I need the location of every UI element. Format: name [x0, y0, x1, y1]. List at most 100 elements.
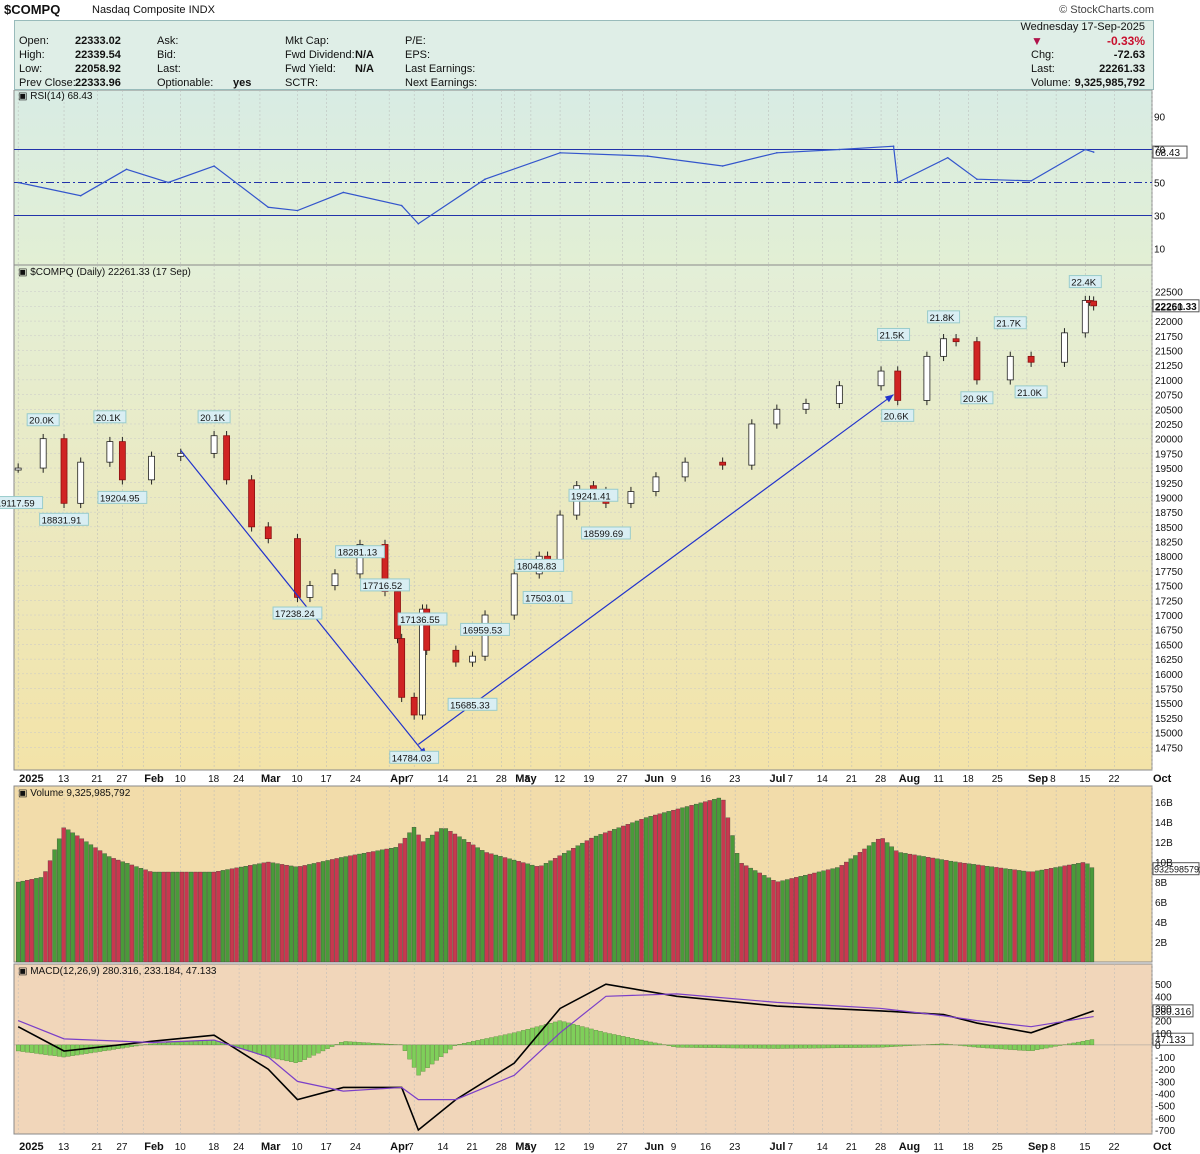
price-annotation-label: 20.1K [96, 413, 121, 424]
sctr-label: SCTR: [285, 77, 318, 89]
volume-bar [1057, 866, 1063, 963]
macd-histogram-bar [734, 1044, 740, 1049]
last-earnings-label: Last Earnings: [405, 63, 476, 75]
rsi-tick-label: 10 [1154, 245, 1166, 256]
bid-label: Bid: [157, 49, 176, 61]
macd-histogram-bar [1048, 1044, 1054, 1048]
volume-bar [989, 866, 995, 963]
candle-body [60, 438, 68, 504]
trendline-arrowhead [884, 394, 894, 403]
price-tick-label: 18500 [1155, 523, 1183, 534]
candle-body [423, 608, 431, 651]
volume-bar [1076, 863, 1081, 963]
volume-bar [598, 834, 603, 963]
macd-tick-label: 400 [1155, 992, 1172, 1003]
volume-bar [921, 856, 926, 963]
macd-histogram-bar [170, 1042, 176, 1046]
macd-histogram-bar [1057, 1044, 1063, 1046]
price-annotation-label: 19117.59 [0, 499, 35, 510]
x-axis-tick-label: 16 [700, 774, 712, 785]
volume-bar [248, 865, 253, 963]
price-tick-label: 22000 [1155, 317, 1183, 328]
price-annotation-label: 21.7K [996, 319, 1021, 330]
candle-body [652, 476, 660, 492]
open-label: Open: [19, 35, 49, 47]
macd-histogram-bar [548, 1022, 553, 1046]
candle-body [398, 638, 406, 698]
macd-histogram-bar [598, 1031, 603, 1046]
macd-histogram-bar [498, 1035, 503, 1046]
rsi-point [400, 204, 403, 207]
x-axis-tick-label: Mar [261, 1141, 281, 1153]
volume-bar [625, 824, 631, 963]
open-value: 22333.02 [75, 35, 121, 47]
candle-body [556, 514, 564, 563]
volume-bar [885, 842, 890, 963]
x-axis-tick-label: 15 [1079, 774, 1091, 785]
macd-signal-line [17, 993, 1094, 1101]
volume-bar [848, 858, 853, 963]
x-axis-tick-label: 24 [350, 1142, 362, 1153]
volume-bar [948, 860, 954, 963]
rsi-point [1092, 151, 1095, 153]
macd-histogram-bar [457, 1044, 462, 1046]
macd-histogram-bar [270, 1044, 276, 1059]
macd-histogram-bar [202, 1040, 207, 1046]
x-axis-tick-label: 25 [992, 774, 1004, 785]
macd-histogram-bar [684, 1044, 690, 1048]
price-tick-label: 14750 [1155, 743, 1183, 754]
price-annotation-label: 18281.13 [338, 548, 378, 559]
volume-bar [284, 864, 289, 963]
macd-histogram-bar [339, 1042, 344, 1046]
macd-histogram-bar [175, 1042, 180, 1046]
candle-body [264, 526, 272, 540]
rsi-tick-label: 70 [1154, 146, 1166, 157]
volume-bar [420, 841, 426, 963]
x-axis-tick-label: 7 [788, 1142, 794, 1153]
volume-bar [557, 855, 562, 963]
volume-bar [753, 870, 758, 963]
rsi-point [17, 181, 19, 184]
fwd-dividend-label: Fwd Dividend: [285, 49, 355, 61]
candle-body [118, 441, 126, 481]
macd-histogram-bar [452, 1044, 458, 1046]
volume-bar [744, 865, 749, 963]
rsi-point [167, 181, 170, 184]
macd-histogram-bar [1007, 1044, 1013, 1050]
volume-bar [616, 827, 621, 963]
candle-body [877, 370, 885, 387]
volume-last-box [1152, 862, 1200, 876]
volume-bar [1080, 862, 1086, 963]
price-annotation-label: 18831.91 [42, 515, 82, 526]
chart-header: $COMPQ Nasdaq Composite INDX © StockChar… [0, 0, 1200, 20]
macd-histogram-bar [998, 1044, 1004, 1050]
volume-bar [375, 850, 380, 963]
macd-histogram-bar [511, 1032, 517, 1046]
x-axis-tick-label: Sep [1028, 773, 1048, 785]
volume-bar [771, 880, 776, 963]
volume-bar [238, 866, 244, 963]
macd-histogram-bar [507, 1033, 512, 1046]
macd-histogram-bar [753, 1044, 758, 1049]
volume-tick-label: 8B [1155, 878, 1168, 889]
volume-bar [193, 871, 198, 963]
volume-bar [25, 880, 30, 963]
macd-histogram-bar [898, 1044, 904, 1047]
price-tick-label: 19750 [1155, 449, 1183, 460]
chart-svg: 2025 13 21 27 Feb 10 18 24 Mar 10 17 24 Apr 7 14 21 28 Ma… [0, 90, 1200, 1153]
price-tick-label: 15250 [1155, 714, 1183, 725]
price-annotation-label: 20.6K [884, 411, 909, 422]
macd-last-value: 47.133 [1155, 1035, 1186, 1046]
rsi-point [559, 152, 561, 154]
price-annotation-box [397, 612, 448, 626]
x-axis-tick-label: Feb [144, 1141, 164, 1153]
rsi-last-box [1152, 145, 1188, 159]
macd-histogram-bar [38, 1044, 44, 1055]
price-tick-label: 16750 [1155, 626, 1183, 637]
volume-bar [957, 862, 963, 963]
volume-bar [534, 866, 540, 963]
volume-tick-label: 4B [1155, 918, 1168, 929]
macd-histogram-bar [261, 1044, 267, 1056]
volume-bar [562, 853, 567, 963]
rsi-point [838, 148, 841, 151]
